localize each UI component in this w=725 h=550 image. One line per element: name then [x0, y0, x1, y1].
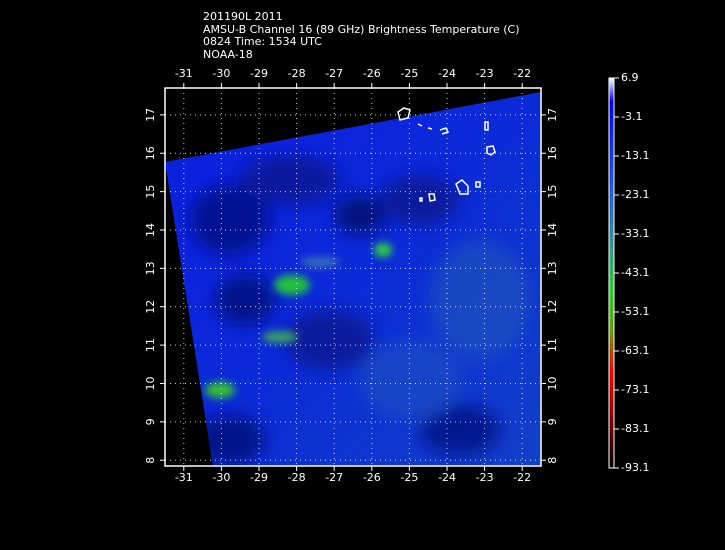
x-tick-label: -26 — [363, 67, 381, 80]
y-tick-label: 10 — [546, 376, 559, 390]
y-tick-label: 15 — [546, 185, 559, 199]
header-line: 201190L 2011 — [203, 10, 283, 23]
x-tick-label: -24 — [438, 471, 456, 484]
header-line: AMSU-B Channel 16 (89 GHz) Brightness Te… — [203, 23, 520, 36]
y-tick-label: 13 — [546, 261, 559, 275]
x-tick-label: -24 — [438, 67, 456, 80]
x-tick-label: -25 — [400, 471, 418, 484]
y-tick-label: 14 — [144, 223, 157, 237]
y-tick-label: 9 — [144, 418, 157, 425]
y-tick-label: 14 — [546, 223, 559, 237]
y-tick-label: 11 — [144, 338, 157, 352]
y-tick-label: 17 — [546, 108, 559, 122]
colorbar-tick-label: -33.1 — [621, 227, 649, 240]
x-tick-label: -22 — [513, 67, 531, 80]
x-tick-label: -29 — [250, 471, 268, 484]
colorbar — [608, 77, 615, 469]
colorbar-tick-label: -13.1 — [621, 149, 649, 162]
y-tick-label: 8 — [144, 457, 157, 464]
x-tick-label: -31 — [175, 67, 193, 80]
x-tick-label: -31 — [175, 471, 193, 484]
x-tick-label: -27 — [325, 67, 343, 80]
x-tick-label: -29 — [250, 67, 268, 80]
y-tick-label: 12 — [546, 300, 559, 314]
x-tick-label: -30 — [212, 471, 230, 484]
y-tick-label: 8 — [546, 457, 559, 464]
map-frame — [164, 87, 542, 467]
x-tick-label: -25 — [400, 67, 418, 80]
y-tick-label: 16 — [144, 146, 157, 160]
x-tick-label: -23 — [476, 471, 494, 484]
y-tick-label: 17 — [144, 108, 157, 122]
x-tick-label: -27 — [325, 471, 343, 484]
colorbar-tick-label: -3.1 — [621, 110, 642, 123]
colorbar-tick-label: -83.1 — [621, 422, 649, 435]
x-tick-label: -22 — [513, 471, 531, 484]
colorbar-tick-label: -23.1 — [621, 188, 649, 201]
header: 201190L 2011 AMSU-B Channel 16 (89 GHz) … — [203, 10, 520, 61]
x-tick-label: -30 — [212, 67, 230, 80]
y-tick-label: 10 — [144, 376, 157, 390]
colorbar-tick-label: -63.1 — [621, 344, 649, 357]
x-tick-label: -28 — [288, 471, 306, 484]
brightness-image — [165, 92, 541, 466]
header-line: 0824 Time: 1534 UTC — [203, 35, 322, 48]
y-tick-label: 15 — [144, 185, 157, 199]
y-tick-label: 11 — [546, 338, 559, 352]
x-tick-label: -26 — [363, 471, 381, 484]
y-tick-label: 9 — [546, 418, 559, 425]
x-tick-label: -28 — [288, 67, 306, 80]
colorbar-tick-label: -53.1 — [621, 305, 649, 318]
y-tick-label: 16 — [546, 146, 559, 160]
colorbar-tick-label: -73.1 — [621, 383, 649, 396]
x-tick-label: -23 — [476, 67, 494, 80]
y-tick-label: 13 — [144, 261, 157, 275]
y-tick-label: 12 — [144, 300, 157, 314]
header-line: NOAA-18 — [203, 48, 253, 61]
colorbar-tick-label: -93.1 — [621, 461, 649, 474]
colorbar-tick-label: 6.9 — [621, 71, 639, 84]
colorbar-tick-label: -43.1 — [621, 266, 649, 279]
